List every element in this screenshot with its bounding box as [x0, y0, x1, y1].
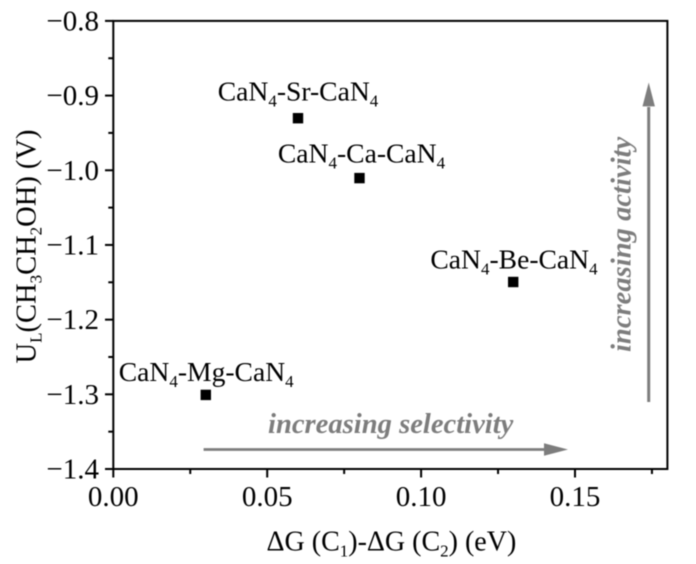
svg-text:CaN4-Mg-CaN4: CaN4-Mg-CaN4: [119, 356, 294, 391]
svg-text:−1.3: −1.3: [46, 379, 99, 411]
svg-text:0.00: 0.00: [88, 481, 139, 513]
svg-text:−1.4: −1.4: [46, 454, 99, 486]
svg-text:increasing activity: increasing activity: [607, 136, 638, 352]
svg-text:ΔG (C1)-ΔG (C2) (eV): ΔG (C1)-ΔG (C2) (eV): [267, 526, 517, 560]
svg-text:0.15: 0.15: [550, 481, 601, 513]
svg-text:UL(CH3CH2OH) (V): UL(CH3CH2OH) (V): [12, 129, 46, 363]
svg-text:0.05: 0.05: [242, 481, 293, 513]
svg-text:CaN4-Ca-CaN4: CaN4-Ca-CaN4: [278, 137, 446, 172]
svg-text:0.10: 0.10: [396, 481, 447, 513]
svg-text:−0.9: −0.9: [46, 80, 99, 112]
svg-text:increasing selectivity: increasing selectivity: [268, 409, 514, 440]
svg-text:−1.0: −1.0: [46, 155, 99, 187]
svg-text:CaN4-Be-CaN4: CaN4-Be-CaN4: [430, 244, 598, 279]
svg-text:−1.1: −1.1: [46, 230, 99, 262]
svg-text:CaN4-Sr-CaN4: CaN4-Sr-CaN4: [218, 75, 379, 110]
svg-text:−1.2: −1.2: [46, 304, 99, 336]
svg-text:−0.8: −0.8: [46, 5, 99, 37]
